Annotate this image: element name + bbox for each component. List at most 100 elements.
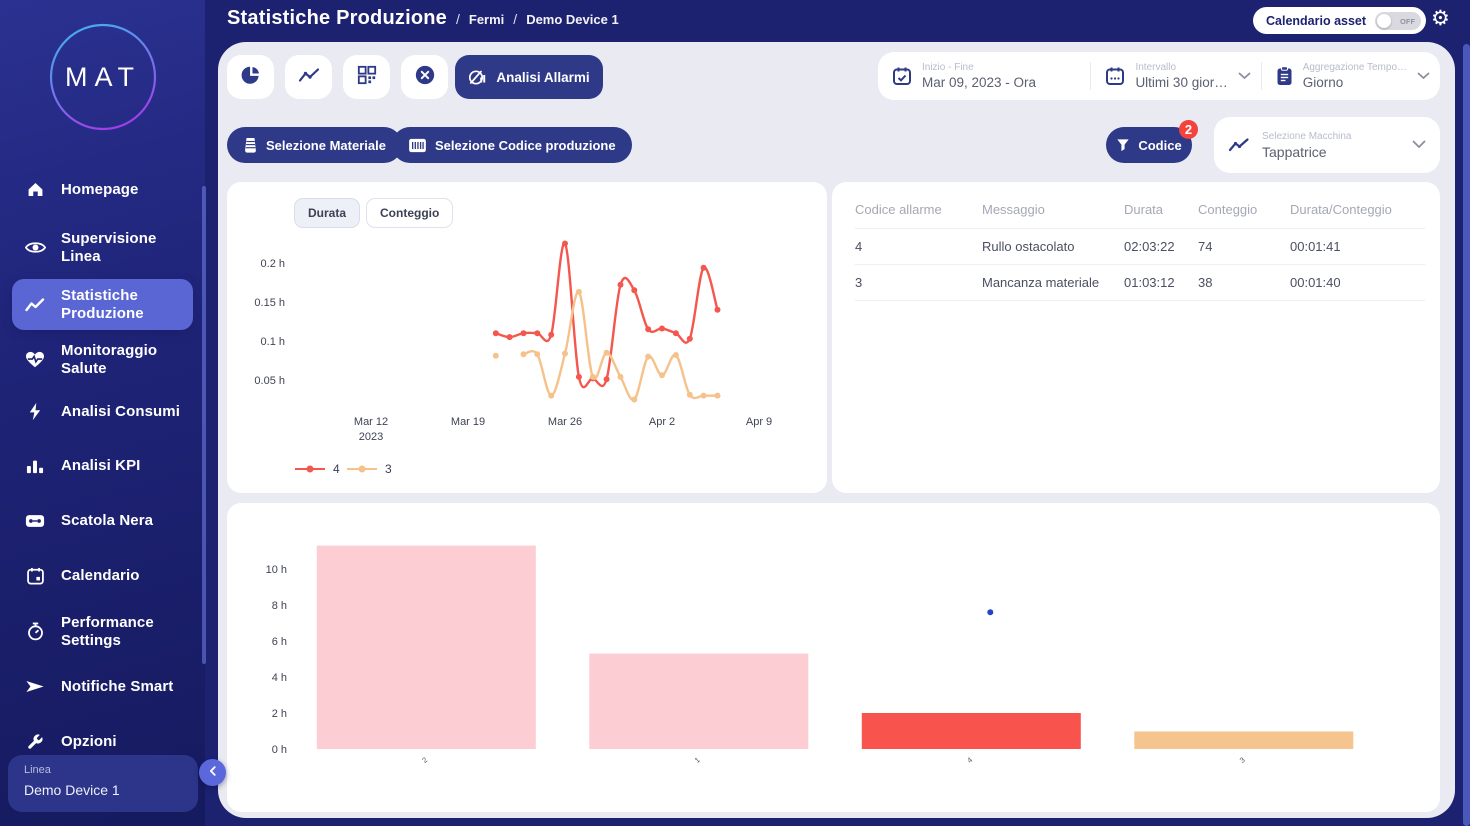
y-tick-label: 0.05 h [254, 375, 285, 387]
col-durata-conteggio: Durata/Conteggio [1290, 196, 1425, 229]
bar-chart-icon [24, 457, 46, 474]
sidebar-item-monitoraggio-salute[interactable]: Monitoraggio Salute [12, 334, 193, 385]
sidebar-item-label: Monitoraggio Salute [61, 342, 187, 377]
trend-icon [24, 297, 46, 313]
alarm-analysis-icon [468, 68, 487, 87]
cell: 00:01:40 [1290, 265, 1425, 301]
sidebar-item-statistiche-produzione[interactable]: Statistiche Produzione [12, 279, 193, 330]
sidebar-item-homepage[interactable]: Homepage [12, 172, 193, 207]
calendario-asset-toggle[interactable]: Calendario asset OFF [1253, 7, 1426, 34]
sidebar-item-supervisione-linea[interactable]: Supervisione Linea [12, 222, 193, 273]
sidebar-item-calendario[interactable]: Calendario [12, 559, 193, 593]
duration-line-chart-card: Durata Conteggio 0.05 h0.1 h0.15 h0.2 hM… [227, 182, 827, 493]
inizio-fine-value: Mar 09, 2023 - Ora [922, 75, 1036, 90]
sidebar-scrollbar[interactable] [202, 186, 206, 664]
intervallo-field[interactable]: Intervallo Ultimi 30 gior… [1091, 52, 1260, 100]
sidebar-item-label: Analisi KPI [61, 457, 140, 475]
clipboard-icon [1276, 66, 1293, 86]
y-tick-label: 0.15 h [254, 297, 285, 309]
material-icon [243, 137, 258, 154]
aggregazione-field[interactable]: Aggregazione Tempo… Giorno [1262, 52, 1440, 100]
pie-view-button[interactable] [227, 55, 274, 99]
sidebar-item-analisi-consumi[interactable]: Analisi Consumi [12, 394, 193, 429]
y-tick-label: 10 h [266, 564, 287, 576]
col-messaggio: Messaggio [982, 196, 1124, 229]
calendar-icon [24, 567, 46, 585]
sidebar-item-label: Opzioni [61, 733, 117, 751]
chart-tabs: Durata Conteggio [294, 198, 453, 228]
black-box-icon [24, 514, 46, 528]
x-category-label: 2 [420, 755, 429, 765]
y-tick-label: 6 h [272, 636, 287, 648]
cell: Rullo ostacolato [982, 229, 1124, 265]
toggle-knob [1377, 14, 1391, 28]
series-4 [493, 241, 721, 388]
bar-4 [862, 713, 1081, 749]
legend-item-3[interactable]: 3 [347, 462, 392, 476]
selezione-macchina-value: Tappatrice [1262, 144, 1352, 160]
y-tick-label: 0.1 h [261, 336, 285, 348]
inizio-fine-field[interactable]: Inizio - Fine Mar 09, 2023 - Ora [878, 52, 1090, 100]
sidebar-item-label: Scatola Nera [61, 512, 153, 530]
grid-view-button[interactable] [343, 55, 390, 99]
cell: 38 [1198, 265, 1290, 301]
chevron-down-icon [1417, 67, 1430, 85]
alarm-duration-bar-chart: 0 h2 h4 h6 h8 h10 h2143 [227, 503, 1440, 812]
codice-label: Codice [1138, 138, 1181, 153]
sidebar-item-opzioni[interactable]: Opzioni [12, 725, 193, 759]
y-tick-label: 0.2 h [261, 258, 285, 270]
x-circle-icon [414, 64, 436, 91]
trend-line-icon [298, 66, 320, 89]
calendario-asset-label: Calendario asset [1266, 14, 1366, 28]
breadcrumb-separator: / [513, 11, 517, 27]
selezione-materiale-label: Selezione Materiale [266, 138, 386, 153]
alarm-table-card: Codice allarme Messaggio Durata Conteggi… [832, 182, 1440, 493]
selezione-macchina-dropdown[interactable]: Selezione Macchina Tappatrice [1214, 117, 1440, 173]
sidebar-collapse-button[interactable] [199, 759, 226, 786]
breadcrumb-device: Demo Device 1 [526, 12, 619, 27]
page-scrollbar[interactable] [1463, 44, 1470, 826]
table-row[interactable]: 3 Mancanza materiale 01:03:12 38 00:01:4… [855, 265, 1425, 301]
selezione-codice-produzione-button[interactable]: Selezione Codice produzione [392, 127, 632, 163]
analisi-allarmi-button[interactable]: Analisi Allarmi [455, 55, 603, 99]
calendar-check-icon [892, 66, 912, 86]
x-tick-sublabel: 2023 [359, 431, 383, 443]
aggregazione-value: Giorno [1303, 75, 1407, 90]
x-category-label: 4 [965, 755, 974, 765]
sidebar: MAT Homepage Supervisione Linea Statisti… [0, 0, 205, 826]
sidebar-item-notifiche-smart[interactable]: Notifiche Smart [12, 670, 193, 704]
svg-text:4: 4 [333, 462, 340, 476]
toggle-switch[interactable]: OFF [1375, 12, 1421, 30]
tab-conteggio[interactable]: Conteggio [366, 198, 453, 228]
sidebar-item-scatola-nera[interactable]: Scatola Nera [12, 504, 193, 538]
cell: 02:03:22 [1124, 229, 1198, 265]
sidebar-nav: Homepage Supervisione Linea Statistiche … [0, 0, 205, 826]
eye-icon [24, 240, 46, 255]
sidebar-item-analisi-kpi[interactable]: Analisi KPI [12, 449, 193, 483]
tab-durata[interactable]: Durata [294, 198, 360, 228]
codice-filter-button[interactable]: Codice 2 [1106, 127, 1192, 163]
col-conteggio: Conteggio [1198, 196, 1290, 229]
intervallo-value: Ultimi 30 gior… [1135, 75, 1227, 90]
machine-trend-icon [1228, 137, 1250, 153]
cell: 00:01:41 [1290, 229, 1425, 265]
analisi-allarmi-label: Analisi Allarmi [496, 70, 589, 85]
sidebar-item-performance-settings[interactable]: Performance Settings [12, 606, 193, 657]
y-tick-label: 4 h [272, 672, 287, 684]
pie-chart-icon [240, 64, 262, 91]
table-row[interactable]: 4 Rullo ostacolato 02:03:22 74 00:01:41 [855, 229, 1425, 265]
time-controls-card: Inizio - Fine Mar 09, 2023 - Ora Interva… [878, 52, 1440, 100]
stray-blue-dot [987, 609, 993, 615]
close-view-button[interactable] [401, 55, 448, 99]
chevron-down-icon [1412, 136, 1426, 154]
codice-badge: 2 [1179, 120, 1198, 139]
selezione-materiale-button[interactable]: Selezione Materiale [227, 127, 402, 163]
y-tick-label: 8 h [272, 600, 287, 612]
send-icon [24, 679, 46, 694]
sidebar-item-label: Notifiche Smart [61, 678, 173, 696]
trend-view-button[interactable] [285, 55, 332, 99]
gear-icon[interactable]: ⚙ [1431, 8, 1450, 29]
breadcrumb-separator: / [456, 11, 460, 27]
legend-item-4[interactable]: 4 [295, 462, 340, 476]
device-selector[interactable]: Linea Demo Device 1 [8, 755, 198, 812]
